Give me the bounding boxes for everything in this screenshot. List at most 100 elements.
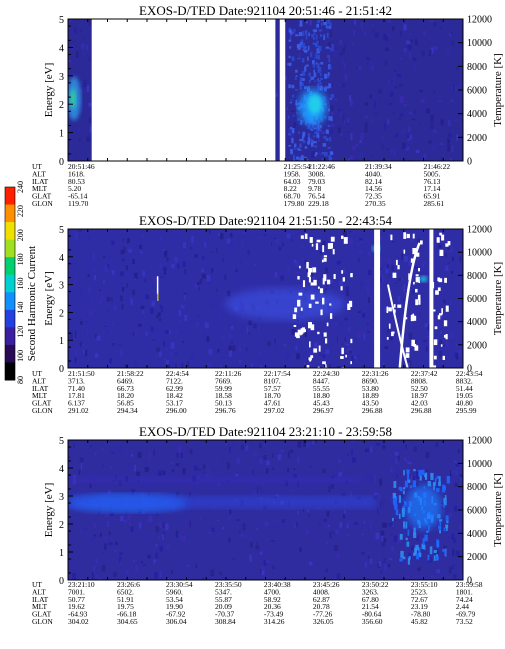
- noise-cell: [316, 63, 320, 68]
- noise-cell: [238, 346, 242, 353]
- y-tick-label: 4: [59, 464, 64, 475]
- noise-cell: [360, 21, 363, 27]
- noise-cell: [393, 111, 395, 114]
- noise-cell: [86, 328, 89, 336]
- noise-white: [345, 354, 347, 358]
- noise-cell: [277, 454, 282, 461]
- noise-cell: [392, 78, 395, 85]
- noise-cell: [211, 271, 213, 274]
- noise-cell: [313, 533, 315, 539]
- noise-cell: [416, 313, 421, 318]
- noise-white: [348, 300, 353, 307]
- noise-cell: [101, 565, 106, 572]
- noise-cell: [391, 80, 394, 83]
- ephemeris-value: 2523.: [411, 587, 428, 596]
- noise-cell: [313, 32, 316, 36]
- noise-cell: [428, 335, 430, 338]
- y2-tick-label: 2000: [467, 552, 487, 563]
- noise-cell: [240, 259, 242, 266]
- noise-cell: [323, 21, 327, 26]
- noise-cell: [427, 554, 430, 561]
- noise-cell: [162, 470, 166, 475]
- noise-cell: [440, 331, 442, 335]
- noise-cell: [370, 252, 372, 257]
- ephemeris-value: 6502.: [117, 587, 134, 596]
- noise-cell: [315, 34, 318, 40]
- noise-cell: [297, 441, 302, 448]
- noise-white: [437, 277, 441, 282]
- noise-cell: [350, 240, 353, 248]
- data-gap: [429, 229, 434, 368]
- ephemeris-value: 23:30:54: [166, 580, 193, 589]
- ephemeris-value: 73.52: [456, 617, 473, 626]
- noise-cell: [156, 347, 160, 352]
- ephemeris-value: -65.14: [68, 192, 88, 201]
- noise-cell: [423, 473, 426, 477]
- noise-cell: [68, 149, 70, 153]
- noise-cell: [307, 359, 309, 362]
- noise-cell: [439, 27, 442, 30]
- noise-cell: [284, 343, 286, 347]
- noise-cell: [375, 532, 380, 540]
- noise-cell: [364, 448, 369, 453]
- noise-cell: [70, 465, 72, 469]
- noise-cell: [211, 527, 215, 532]
- noise-cell: [432, 479, 434, 483]
- noise-cell: [378, 561, 382, 567]
- ephemeris-value: 229.18: [308, 199, 329, 208]
- noise-cell: [325, 238, 330, 245]
- noise-white: [347, 303, 351, 311]
- noise-cell: [289, 489, 293, 492]
- noise-cell: [68, 456, 71, 459]
- noise-cell: [385, 35, 389, 42]
- ephemeris-value: 8690.: [362, 376, 379, 385]
- noise-cell: [351, 450, 353, 456]
- noise-cell: [326, 285, 328, 287]
- y2-tick-label: 4000: [467, 109, 487, 120]
- noise-cell: [125, 569, 129, 574]
- noise-cell: [228, 537, 231, 543]
- noise-cell: [364, 126, 368, 133]
- noise-cell: [293, 259, 297, 263]
- noise-cell: [407, 479, 411, 483]
- colorbar-tick-label: 100: [16, 350, 25, 362]
- noise-cell: [104, 513, 109, 518]
- noise-cell: [81, 97, 86, 99]
- noise-cell: [310, 569, 312, 572]
- noise-cell: [457, 448, 461, 453]
- noise-cell: [322, 289, 327, 295]
- noise-cell: [452, 84, 455, 91]
- noise-cell: [369, 522, 372, 529]
- arc-white: [386, 284, 409, 368]
- spike-core: [157, 292, 159, 301]
- noise-cell: [428, 38, 431, 40]
- noise-cell: [290, 98, 293, 101]
- ephemeris-value: 17.81: [68, 391, 85, 400]
- noise-cell: [294, 271, 299, 276]
- noise-cell: [265, 559, 270, 564]
- noise-white: [405, 347, 410, 353]
- ephemeris-value: 82.14: [365, 177, 382, 186]
- colorbar-swatch: [5, 274, 15, 293]
- ephemeris-label: GLAT: [32, 192, 52, 201]
- noise-cell: [333, 317, 338, 321]
- noise-cell: [83, 349, 85, 354]
- noise-cell: [336, 260, 341, 265]
- noise-cell: [448, 33, 453, 37]
- noise-white: [386, 337, 389, 340]
- noise-cell: [328, 108, 330, 112]
- noise-cell: [208, 305, 213, 308]
- noise-cell: [163, 358, 168, 361]
- noise-cell: [273, 525, 278, 528]
- noise-cell: [272, 565, 275, 570]
- noise-cell: [189, 353, 193, 361]
- noise-cell: [423, 544, 426, 550]
- noise-cell: [229, 324, 231, 327]
- noise-white: [415, 288, 418, 293]
- noise-cell: [339, 521, 343, 528]
- noise-cell: [308, 32, 310, 37]
- noise-cell: [370, 558, 373, 564]
- noise-cell: [401, 252, 404, 260]
- noise-cell: [391, 320, 395, 324]
- ephemeris-value: 19.75: [117, 602, 134, 611]
